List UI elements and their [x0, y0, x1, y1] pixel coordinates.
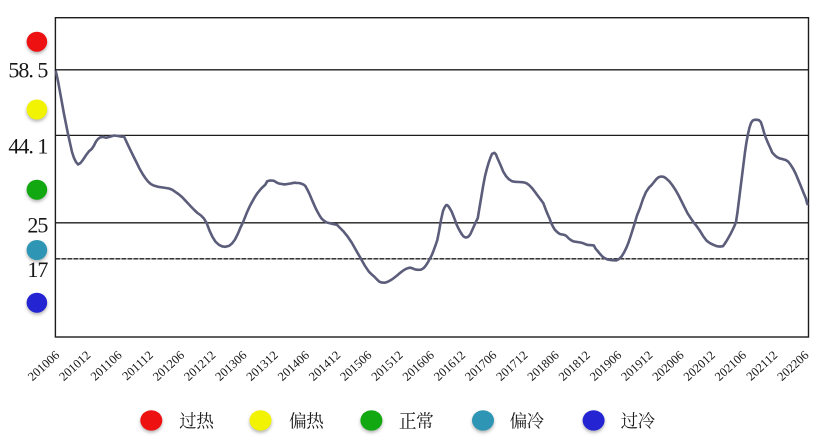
svg-text:44. 1: 44. 1	[8, 134, 47, 159]
svg-text:25: 25	[27, 213, 48, 238]
svg-text:17: 17	[27, 257, 48, 282]
svg-text:58. 5: 58. 5	[8, 58, 48, 83]
